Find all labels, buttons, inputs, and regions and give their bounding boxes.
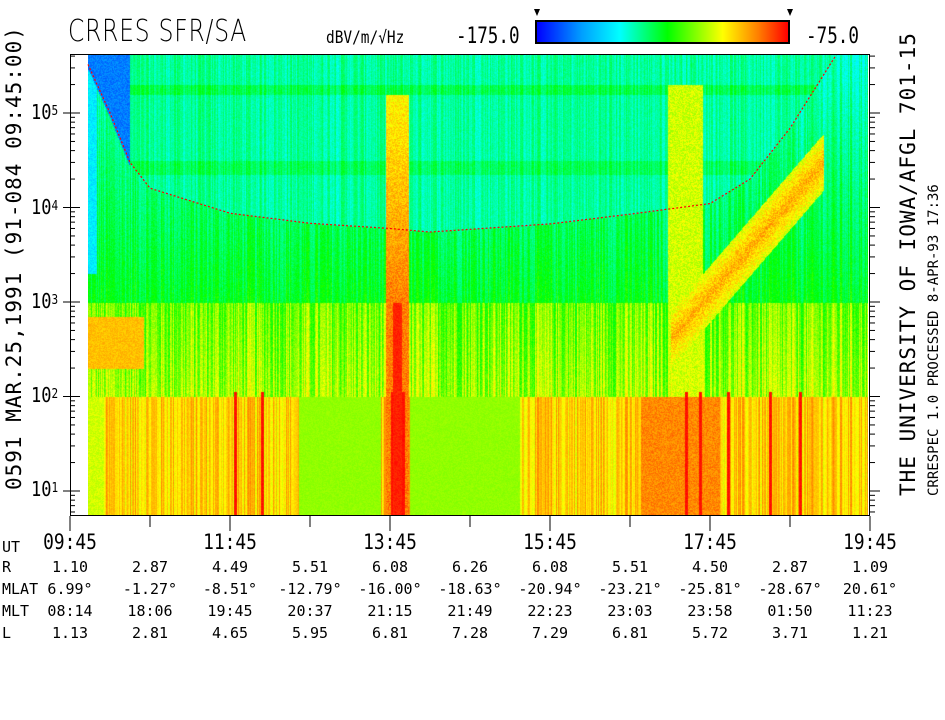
ephemeris-cell: 5.51: [291, 558, 329, 576]
y-tick-label-10-3: 103: [31, 290, 58, 312]
x-tick-label: 09:45: [43, 530, 97, 554]
ephemeris-cell: 5.72: [691, 624, 729, 642]
ephemeris-cell: -23.21°: [598, 580, 662, 598]
ephemeris-cell: -16.00°: [358, 580, 422, 598]
ephemeris-cell: 1.10: [51, 558, 89, 576]
row-label: MLAT: [2, 580, 39, 598]
ephemeris-cell: -28.67°: [758, 580, 822, 598]
x-tick-label: 15:45: [523, 530, 577, 554]
ephemeris-cell: -25.81°: [678, 580, 742, 598]
ephemeris-cell: 1.21: [851, 624, 889, 642]
ephemeris-cell: 11:23: [847, 602, 893, 620]
ephemeris-cell: 23:03: [607, 602, 653, 620]
ephemeris-cell: -12.79°: [278, 580, 342, 598]
colorbar-min-label: -175.0: [456, 24, 520, 49]
row-label-ut: UT: [2, 538, 21, 556]
processing-caption: CRRESPEC 1.0 PROCESSED 8-APR-93 17:36: [926, 184, 942, 496]
ephemeris-cell: -1.27°: [122, 580, 178, 598]
ephemeris-cell: 08:14: [47, 602, 93, 620]
colorbar-max-label: -75.0: [806, 24, 859, 49]
ephemeris-cell: 22:23: [527, 602, 573, 620]
ephemeris-cell: 7.29: [531, 624, 569, 642]
ephemeris-cell: 01:50: [767, 602, 813, 620]
ephemeris-cell: 6.08: [371, 558, 409, 576]
ephemeris-cell: -8.51°: [202, 580, 258, 598]
colorbar: [535, 20, 790, 44]
ephemeris-cell: 18:06: [127, 602, 173, 620]
y-tick-exponent: 3: [51, 293, 59, 308]
ephemeris-cell: 6.81: [611, 624, 649, 642]
y-tick-label-10-2: 102: [31, 384, 58, 406]
y-tick-base: 10: [31, 100, 52, 124]
ephemeris-cell: -20.94°: [518, 580, 582, 598]
ephemeris-cell: 21:49: [447, 602, 493, 620]
spectrogram-heatmap: [88, 55, 868, 516]
ephemeris-cell: 4.50: [691, 558, 729, 576]
y-tick-label-10-5: 105: [31, 101, 58, 123]
ephemeris-cell: 20:37: [287, 602, 333, 620]
x-tick-label: 17:45: [683, 530, 737, 554]
orbit-date-caption: 0591 MAR.25,1991 (91-084 09:45:00): [2, 26, 26, 490]
y-tick-exponent: 4: [51, 199, 59, 214]
ephemeris-cell: 23:58: [687, 602, 733, 620]
y-tick-base: 10: [31, 289, 52, 313]
institution-caption: THE UNIVERSITY OF IOWA/AFGL 701-15: [896, 32, 920, 496]
ephemeris-cell: 1.13: [51, 624, 89, 642]
y-tick-exponent: 1: [51, 481, 59, 496]
ephemeris-cell: 1.09: [851, 558, 889, 576]
ephemeris-cell: 5.51: [611, 558, 649, 576]
ephemeris-cell: 5.95: [291, 624, 329, 642]
ephemeris-cell: 6.08: [531, 558, 569, 576]
y-tick-base: 10: [31, 383, 52, 407]
row-label: R: [2, 558, 12, 576]
ephemeris-cell: 2.81: [131, 624, 169, 642]
ephemeris-cell: 4.49: [211, 558, 249, 576]
ephemeris-cell: 20.61°: [842, 580, 898, 598]
y-tick-label-10-4: 104: [31, 196, 58, 218]
ephemeris-cell: -18.63°: [438, 580, 502, 598]
ephemeris-cell: 2.87: [131, 558, 169, 576]
colorbar-units: dBV/m/√Hz: [326, 28, 405, 48]
y-tick-base: 10: [31, 477, 52, 501]
y-tick-exponent: 2: [51, 387, 59, 402]
ephemeris-cell: 19:45: [207, 602, 253, 620]
colorbar-max-marker: [787, 9, 793, 16]
ephemeris-cell: 6.26: [451, 558, 489, 576]
y-tick-base: 10: [31, 195, 52, 219]
row-label: L: [2, 624, 12, 642]
colorbar-min-marker: [534, 9, 540, 16]
ephemeris-cell: 6.99°: [47, 580, 93, 598]
y-tick-exponent: 5: [51, 104, 59, 119]
ephemeris-cell: 3.71: [771, 624, 809, 642]
x-tick-label: 19:45: [843, 530, 897, 554]
chart-title: CRRES SFR/SA: [68, 14, 248, 49]
ephemeris-cell: 2.87: [771, 558, 809, 576]
fce-line: [87, 54, 837, 233]
ephemeris-cell: 4.65: [211, 624, 249, 642]
plot-frame: [70, 54, 870, 516]
ephemeris-cell: 6.81: [371, 624, 409, 642]
x-tick-label: 13:45: [363, 530, 417, 554]
ephemeris-cell: 7.28: [451, 624, 489, 642]
y-tick-label-10-1: 101: [31, 478, 58, 500]
x-tick-label: 11:45: [203, 530, 257, 554]
row-label: MLT: [2, 602, 30, 620]
ephemeris-cell: 21:15: [367, 602, 413, 620]
